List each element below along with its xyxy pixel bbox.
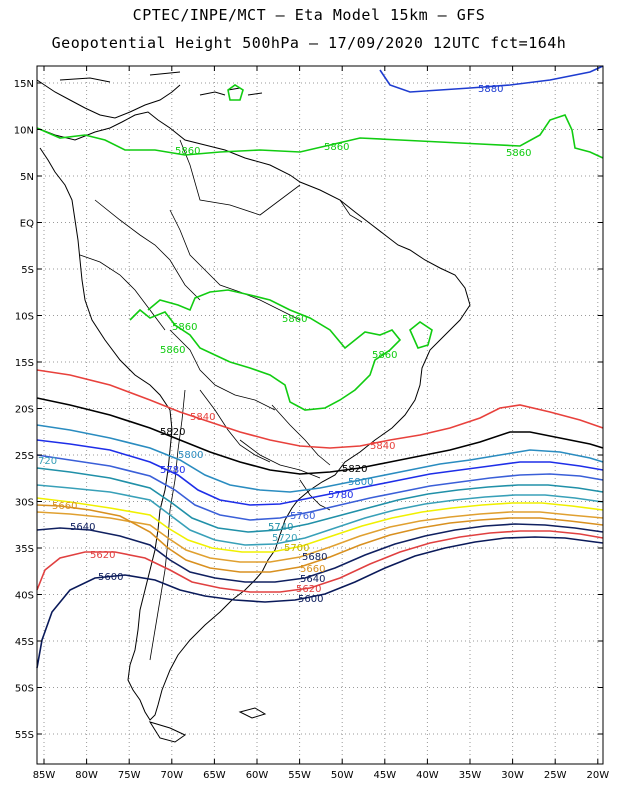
lon-label: 60W — [246, 770, 269, 781]
tierra-del-fuego — [148, 721, 186, 743]
label-5720: 5720 — [272, 533, 297, 544]
label-5760: 5760 — [290, 511, 315, 522]
longitude-labels: 85W 80W 75W 70W 65W 60W 55W 50W 45W 40W 35W 30W 25W 2… — [33, 770, 610, 781]
contour-5840 — [36, 369, 604, 449]
lat-label: 30S — [15, 498, 34, 509]
label-5820: 5820 — [342, 464, 367, 475]
contour-5720 — [36, 484, 604, 546]
contour-5600 — [36, 536, 604, 669]
lat-label: 25S — [15, 451, 34, 462]
falklands — [238, 707, 267, 719]
lon-label: 35W — [459, 770, 482, 781]
lat-label: 5S — [21, 265, 34, 276]
label-5860: 5860 — [282, 314, 307, 325]
lon-label: 70W — [160, 770, 183, 781]
label-5600: 5600 — [98, 572, 123, 583]
contour-5860-island — [227, 84, 244, 101]
contour-5660 — [36, 504, 604, 573]
lat-label: 10S — [15, 312, 34, 323]
label-5780: 5780 — [160, 465, 185, 476]
graticule — [37, 66, 603, 764]
label-5800: 5800 — [348, 477, 373, 488]
country-borders — [79, 139, 363, 661]
lat-label: 40S — [15, 591, 34, 602]
label-5620: 5620 — [296, 584, 321, 595]
label-5820: 5820 — [160, 427, 185, 438]
contour-5800 — [36, 424, 604, 493]
contour-5860-north — [36, 114, 604, 159]
south-america-outline — [36, 111, 471, 721]
contour-5860-ne — [409, 321, 433, 349]
lon-label: 75W — [118, 770, 141, 781]
label-5620: 5620 — [90, 550, 115, 561]
lat-label: 35S — [15, 544, 34, 555]
label-5860: 5860 — [172, 322, 197, 333]
label-5800: 5800 — [178, 450, 203, 461]
contour-5820 — [36, 397, 604, 475]
label-5880: 5880 — [478, 84, 503, 95]
lat-label: 20S — [15, 405, 34, 416]
label-5660: 5660 — [52, 501, 77, 512]
lat-label: 10N — [14, 126, 34, 137]
lon-label: 25W — [544, 770, 567, 781]
label-5840: 5840 — [190, 412, 215, 423]
caribbean-islands — [199, 87, 263, 96]
chart-subtitle: Geopotential Height 500hPa – 17/09/2020 … — [51, 34, 567, 52]
label-5780: 5780 — [328, 490, 353, 501]
lon-label: 80W — [75, 770, 98, 781]
contour-5740 — [36, 467, 604, 533]
lat-label: 5N — [20, 172, 34, 183]
lon-label: 45W — [373, 770, 396, 781]
chart-title: CPTEC/INPE/MCT – Eta Model 15km – GFS — [132, 6, 486, 24]
central-america-outline — [36, 79, 181, 119]
lon-label: 30W — [501, 770, 524, 781]
lon-label: 40W — [416, 770, 439, 781]
label-5640: 5640 — [70, 522, 95, 533]
lon-label: 50W — [331, 770, 354, 781]
lat-label: 15S — [15, 358, 34, 369]
lat-label: 55S — [15, 730, 34, 741]
contour-5640 — [36, 523, 604, 583]
label-5860: 5860 — [506, 148, 531, 159]
contour-5620 — [36, 530, 604, 593]
label-5640: 5640 — [300, 574, 325, 585]
axis-ticks — [37, 66, 603, 764]
label-5860: 5860 — [372, 350, 397, 361]
lon-label: 65W — [203, 770, 226, 781]
contour-5760 — [36, 454, 604, 521]
label-5700: 5700 — [284, 543, 309, 554]
latitude-labels: 15N 10N 5N EQ 5S 10S 15S 20S 25S 30S 35S 40S 45S 50S 5… — [14, 79, 34, 741]
lat-label: EQ — [20, 219, 34, 230]
lon-label: 55W — [288, 770, 311, 781]
label-5680: 5680 — [302, 552, 327, 563]
contour-5680 — [36, 511, 604, 563]
lat-label: 45S — [15, 637, 34, 648]
contour-5860-amazon — [129, 289, 402, 411]
label-5840: 5840 — [370, 441, 395, 452]
lat-label: 50S — [15, 684, 34, 695]
contour-5700 — [36, 497, 604, 553]
contour-5880 — [379, 65, 604, 93]
label-5740: 5740 — [268, 522, 293, 533]
lat-label: 15N — [14, 79, 34, 90]
label-5720: 720 — [38, 456, 57, 467]
lon-label: 20W — [586, 770, 609, 781]
cuba-hispaniola — [59, 71, 181, 83]
label-5660: 5660 — [300, 564, 325, 575]
lon-label: 85W — [33, 770, 56, 781]
label-5600: 5600 — [298, 594, 323, 605]
label-5860: 5860 — [324, 142, 349, 153]
plot-frame — [36, 65, 604, 765]
label-5860: 5860 — [160, 345, 185, 356]
contour-5780 — [36, 439, 604, 506]
label-5860: 5860 — [175, 146, 200, 157]
